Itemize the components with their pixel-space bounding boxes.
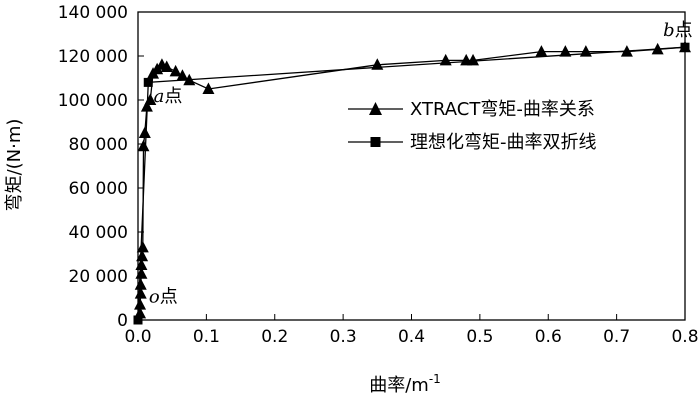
annotation-letter: a [154,86,165,107]
x-tick-label: 0.8 [671,327,698,347]
y-axis-ticks: 0 20 000 40 000 60 000 80 000 100 000 120 000 1… [58,3,144,331]
legend: XTRACT弯矩-曲率关系 理想化弯矩-曲率双折线 [348,99,597,153]
triangle-point [176,69,189,81]
legend-item-idealized: 理想化弯矩-曲率双折线 [348,132,597,153]
x-axis-ticks: 0.0 0.1 0.2 0.3 0.4 0.5 0.6 0.7 0.8 [124,314,699,347]
x-tick-label: 0.6 [535,327,562,347]
triangle-point [135,267,148,279]
annotation-suffix: 点 [164,86,182,107]
y-tick-label: 120 000 [58,47,128,67]
y-tick-label: 0 [117,311,128,331]
x-tick-label: 0.4 [398,327,425,347]
x-tick-label: 0.1 [193,327,220,347]
triangle-point [134,287,147,299]
square-point [143,77,153,87]
y-tick-label: 40 000 [69,223,128,243]
plot-frame [137,11,686,321]
axes [137,11,686,321]
annotation-b-point: b点 [663,20,693,41]
y-tick-label: 20 000 [69,267,128,287]
y-tick-label: 100 000 [58,91,128,111]
annotation-letter: b [663,20,675,41]
square-point [680,42,690,52]
annotation-o-point: o点 [149,286,178,307]
y-tick-label: 60 000 [69,179,128,199]
annotation-letter: o [149,286,160,307]
legend-square-marker [370,137,381,147]
series-layer [133,40,691,325]
x-axis-title: 曲率/m-1 [369,372,441,396]
x-tick-label: 0.3 [330,327,357,347]
y-axis-title: 弯矩/(N·m) [4,119,25,212]
x-tick-label: 0.2 [261,327,288,347]
triangle-point [134,278,147,290]
triangle-point [138,126,151,138]
y-tick-label: 140 000 [58,3,128,23]
legend-item-xtract: XTRACT弯矩-曲率关系 [348,99,595,120]
triangle-point [137,139,150,152]
x-tick-label: 0.5 [466,327,493,347]
y-tick-label: 80 000 [69,135,128,155]
triangle-point [134,298,147,310]
annotation-suffix: 点 [675,20,693,41]
x-tick-label: 0.0 [124,327,151,347]
annotation-a-point: a点 [154,86,183,107]
triangle-point [135,258,148,270]
legend-label-xtract: XTRACT弯矩-曲率关系 [410,99,595,120]
series-line-1 [137,46,686,321]
annotation-suffix: 点 [160,286,178,307]
triangle-point [579,45,592,57]
triangle-point [467,53,480,66]
triangle-point [169,64,182,77]
triangle-point [559,45,572,57]
series-line-0 [139,46,686,314]
triangle-point [136,240,149,253]
square-point [133,315,143,325]
triangle-point [535,45,548,57]
triangle-point [160,60,173,72]
x-tick-label: 0.7 [603,327,630,347]
triangle-point [202,82,215,94]
legend-triangle-marker [369,102,382,115]
triangle-point [136,249,149,262]
legend-label-idealized: 理想化弯矩-曲率双折线 [410,132,597,153]
